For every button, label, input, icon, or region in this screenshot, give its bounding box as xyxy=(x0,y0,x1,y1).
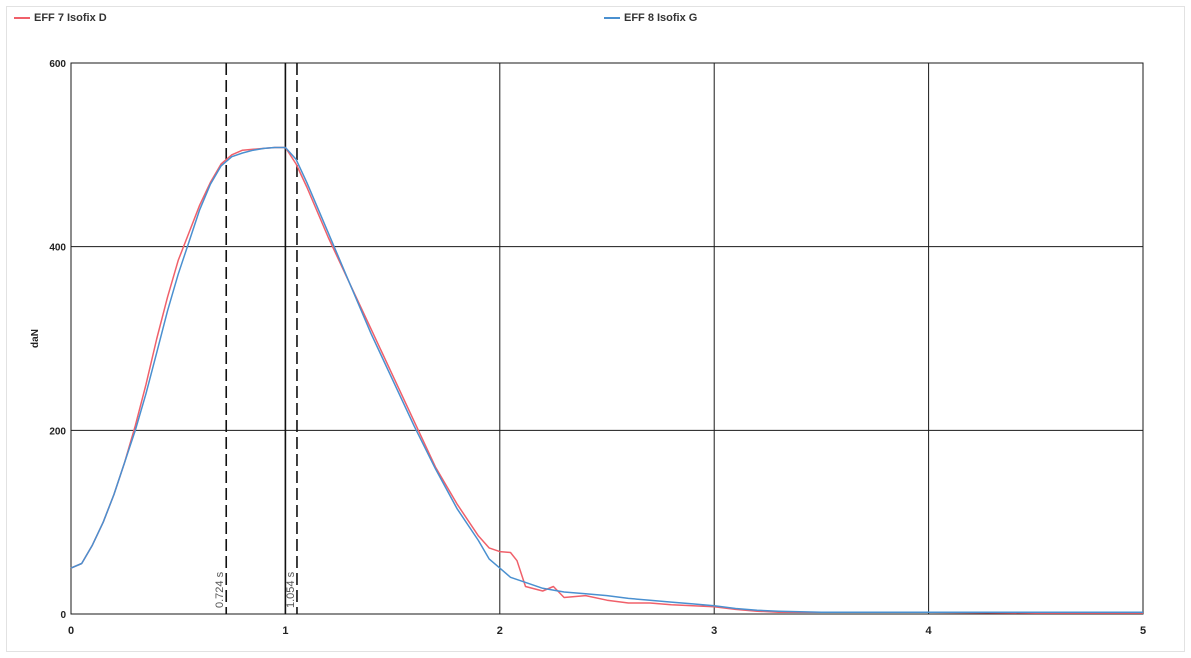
y-axis-label: daN xyxy=(30,329,41,348)
x-tick-label: 3 xyxy=(711,625,717,637)
legend-label-series2: EFF 8 Isofix G xyxy=(624,12,698,24)
cursor-label: 0.724 s xyxy=(214,571,226,608)
y-tick-label: 0 xyxy=(60,610,66,621)
series-line-2 xyxy=(70,146,1143,613)
legend-item-series2[interactable]: EFF 8 Isofix G xyxy=(604,12,697,24)
y-tick-label: 600 xyxy=(49,59,66,70)
x-tick-label: 1 xyxy=(282,625,288,637)
cursor-label: 1.054 s xyxy=(285,571,297,608)
x-tick-label: 4 xyxy=(926,625,933,637)
series-line-1 xyxy=(70,146,1143,614)
legend-label-series1: EFF 7 Isofix D xyxy=(34,12,107,24)
legend-swatch-series2 xyxy=(604,17,620,19)
legend-item-series1[interactable]: EFF 7 Isofix D xyxy=(14,12,107,24)
chart-frame xyxy=(6,6,1185,652)
x-tick-label: 0 xyxy=(68,625,74,637)
x-tick-label: 5 xyxy=(1140,625,1146,637)
x-tick-label: 2 xyxy=(497,625,503,637)
y-tick-label: 400 xyxy=(49,243,66,254)
plot-area-border xyxy=(70,62,1144,615)
legend-swatch-series1 xyxy=(14,17,30,19)
y-tick-label: 200 xyxy=(49,426,66,437)
